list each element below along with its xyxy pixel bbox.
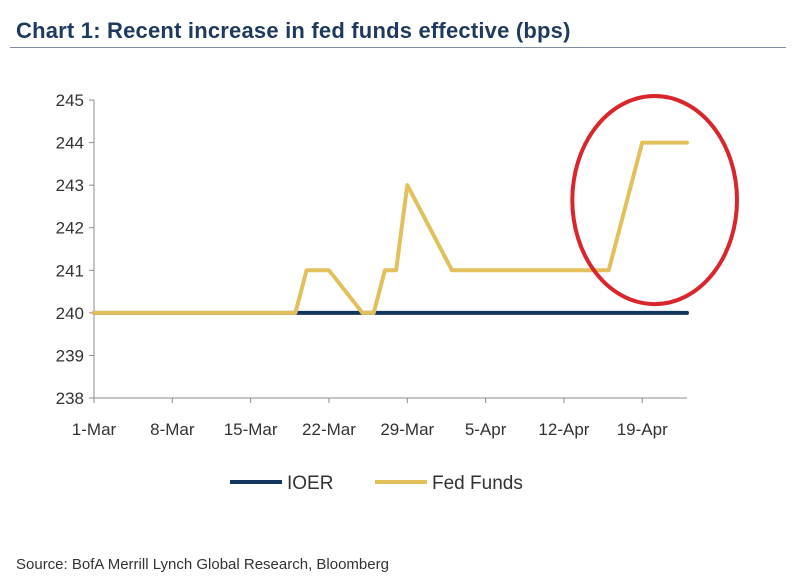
y-tick-label: 245 (56, 91, 84, 110)
chart-axes: 238 239 240 241 242 243 244 245 1-Mar 8-Mar 15-Mar… (56, 91, 687, 439)
series-layer (92, 140, 689, 315)
x-tick-label: 5-Apr (465, 420, 507, 439)
y-tick-label: 239 (56, 346, 84, 365)
x-tick-label: 15-Mar (224, 420, 278, 439)
x-tick-label: 8-Mar (150, 420, 195, 439)
x-tick-label: 12-Apr (538, 420, 589, 439)
y-tick-label: 240 (56, 304, 84, 323)
legend-label-ioer: IOER (287, 473, 333, 494)
highlight-ellipse (570, 94, 739, 307)
source-note: Source: BofA Merrill Lynch Global Resear… (16, 556, 389, 573)
chart-title: Chart 1: Recent increase in fed funds ef… (16, 18, 571, 43)
highlight-layer (570, 94, 739, 307)
series-line-fed-funds (92, 140, 689, 315)
y-tick-label: 241 (56, 261, 84, 280)
x-tick-label: 19-Apr (617, 420, 668, 439)
title-divider (10, 47, 786, 48)
chart-legend: IOER Fed Funds (230, 473, 523, 494)
y-tick-label: 244 (56, 134, 84, 153)
legend-label-fed-funds: Fed Funds (432, 473, 523, 494)
x-tick-label: 22-Mar (302, 420, 356, 439)
y-tick-label: 243 (56, 176, 84, 195)
y-tick-label: 238 (56, 389, 84, 408)
x-tick-label: 1-Mar (72, 420, 117, 439)
y-tick-label: 242 (56, 219, 84, 238)
x-tick-label: 29-Mar (380, 420, 434, 439)
